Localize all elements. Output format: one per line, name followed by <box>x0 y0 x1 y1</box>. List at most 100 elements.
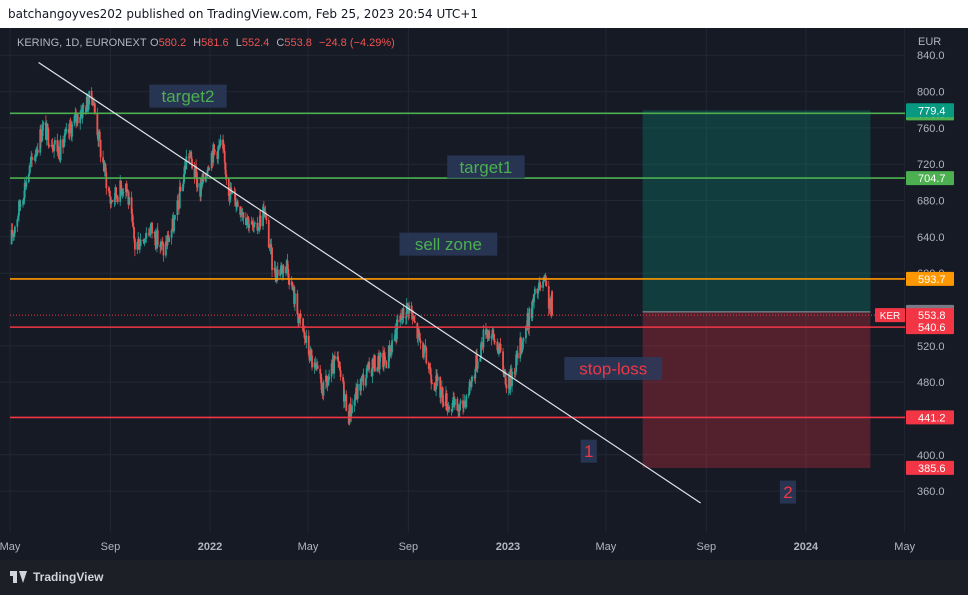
ticker-tag-bg <box>875 308 905 323</box>
candle-body <box>113 199 116 202</box>
candle-body <box>111 200 113 202</box>
time-tick-label: 2023 <box>496 541 520 553</box>
time-axis[interactable]: May Sep 2022 May Sep 2023 May Sep 2024 May <box>0 532 968 560</box>
candle-body <box>360 378 362 391</box>
candle-body <box>133 238 136 250</box>
candle-body <box>462 404 465 408</box>
candle-body <box>132 222 135 228</box>
candle-body <box>233 191 236 193</box>
candle-body <box>525 326 527 339</box>
candle-body <box>16 219 19 227</box>
price-tick-label: 680.0 <box>917 196 945 208</box>
candle-body <box>120 180 122 189</box>
candle-body <box>424 345 427 348</box>
candle-body <box>520 350 523 353</box>
brand-label: TradingView <box>33 570 104 584</box>
candle-body <box>342 381 345 402</box>
candle-body <box>115 187 118 197</box>
tradingview-logo[interactable]: TradingView <box>10 569 103 585</box>
currency-label: EUR <box>918 36 941 48</box>
candle-body <box>183 165 186 175</box>
candle-body <box>471 376 473 382</box>
candle-body <box>462 400 464 408</box>
candle-body <box>121 192 124 196</box>
candle-body <box>539 284 542 288</box>
candle-body <box>35 154 38 156</box>
trendline[interactable] <box>38 62 701 504</box>
level-tag: 593.7 <box>918 274 946 286</box>
candle-body <box>22 200 24 205</box>
candle-body <box>373 355 376 372</box>
candles <box>10 87 553 426</box>
candle-body <box>58 146 60 159</box>
candle-body <box>191 159 193 169</box>
candle-body <box>236 201 239 207</box>
candle-body <box>119 180 122 202</box>
candle-body <box>219 139 222 146</box>
candle-body <box>314 362 317 365</box>
candle-body <box>288 280 291 285</box>
candle-body <box>328 376 331 380</box>
candle-body <box>245 219 248 226</box>
candle-body <box>160 241 162 247</box>
candle-body <box>71 123 73 137</box>
candle-body <box>422 346 425 358</box>
candle-body <box>145 233 148 239</box>
candle-body <box>41 124 44 137</box>
candle-body <box>196 183 199 188</box>
candle-body <box>149 226 152 235</box>
chart-area[interactable]: target2 target1 sell zone stop-loss 1 2 840.0… <box>0 28 968 560</box>
candle-body <box>68 123 71 134</box>
symbol-legend: KERING, 1D, EURONEXT O580.2 H581.6 L552.… <box>17 36 941 49</box>
candle-body <box>185 156 188 170</box>
candle-body <box>251 221 254 225</box>
symbol-name: KERING, 1D, EURONEXT <box>17 37 147 49</box>
price-tag-bg <box>906 308 954 323</box>
price-chart[interactable]: target2 target1 sell zone stop-loss 1 2 840.0… <box>0 28 968 560</box>
candle-body <box>176 200 179 216</box>
loss-zone <box>642 311 871 468</box>
candle-body <box>177 200 180 203</box>
candle-body <box>91 99 94 106</box>
price-axis[interactable]: 840.0800.0760.0720.0680.0640.0600.0520.0… <box>875 28 968 560</box>
candle-body <box>87 104 90 111</box>
candle-body <box>222 139 224 149</box>
level-tag-bg <box>906 410 954 425</box>
candle-body <box>120 188 123 196</box>
candle-body <box>86 96 89 111</box>
candle-body <box>286 260 289 270</box>
candle-body <box>206 169 209 175</box>
candle-body <box>533 294 535 303</box>
candle-body <box>40 136 43 142</box>
time-tick-label: 2022 <box>198 541 222 553</box>
candle-body <box>474 369 477 379</box>
candle-body <box>418 333 421 341</box>
candle-body <box>330 363 333 377</box>
candle-body <box>333 356 336 360</box>
candle-body <box>436 376 439 381</box>
candle-body <box>182 183 184 192</box>
candle-body <box>156 230 159 246</box>
annotation-label: sell zone <box>415 235 482 254</box>
candle-body <box>200 182 202 197</box>
candle-body <box>520 337 522 353</box>
candle-body <box>302 331 305 333</box>
candle-body <box>538 282 541 285</box>
candle-body <box>96 112 99 136</box>
candle-body <box>138 238 140 250</box>
candle-body <box>90 90 93 100</box>
candle-body <box>267 220 270 248</box>
candle-body <box>231 191 233 195</box>
candle-body <box>29 162 32 166</box>
candle-body <box>435 375 438 390</box>
candle-body <box>384 359 387 362</box>
trendline-segment[interactable] <box>38 62 701 504</box>
close-label: C <box>276 37 284 49</box>
level-lines[interactable] <box>10 112 905 419</box>
time-axis-bg <box>0 532 968 560</box>
candle-body <box>64 131 67 134</box>
candle-body <box>162 244 165 256</box>
candle-body <box>11 229 14 237</box>
high-value: 581.6 <box>201 37 229 49</box>
candle-body <box>456 398 459 411</box>
